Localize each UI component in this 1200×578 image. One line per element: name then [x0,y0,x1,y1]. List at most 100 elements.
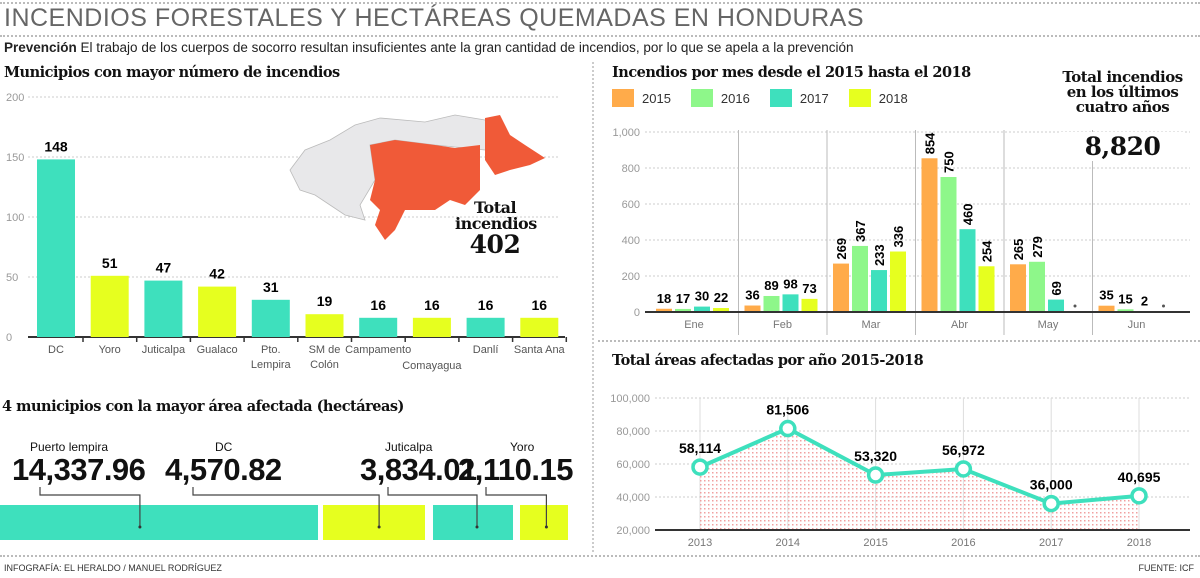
x-tick-label: Feb [773,319,792,331]
connector-line [485,487,548,527]
data-point [1130,487,1148,505]
data-label: 16 [424,297,440,313]
areas-line-chart: 20,000 40,000 60,000 80,000 100,000 2013 2014 2… [610,393,1190,549]
data-label: 750 [942,151,957,173]
data-label: 279 [1030,236,1045,258]
data-point [779,419,797,438]
bar [359,317,398,337]
bar-2016 [940,177,957,312]
bar-2016 [1117,309,1134,312]
x-tick-label: Pto. [261,344,281,356]
data-label: 73 [802,281,816,296]
bar [198,286,237,337]
y-tick-label: 1,000 [612,127,640,139]
municipio-name: Puerto lempira [30,440,109,454]
map-orange-region-east [485,115,545,175]
bar-2016 [852,245,868,312]
municipios-bar-chart: 0 50 100 150 200 148 DC 51 Yoro 47 Juticalpa 42 Gual… [6,92,568,372]
data-label: 269 [834,238,849,260]
data-label: 69 [1049,281,1064,295]
x-tick-label: SM de [309,344,341,356]
x-tick-label: 2015 [863,537,887,549]
no-data-dot [1073,304,1077,308]
data-point [954,460,973,478]
municipio-name: DC [215,440,233,454]
data-label: 36,000 [1030,477,1073,493]
bar [144,280,183,337]
y-tick-label: 200 [6,92,24,104]
x-tick-label: 2016 [951,537,975,549]
y-tick-label: 100 [6,212,24,224]
divider [0,2,1200,4]
data-label: 15 [1118,291,1132,306]
y-tick-label: 0 [634,307,640,319]
data-label: 19 [317,293,333,309]
bar-2016 [675,308,691,312]
data-label: 30 [695,289,709,304]
divider [0,555,1200,557]
data-label: 35 [1099,288,1113,303]
bar [412,317,451,337]
data-label: 89 [764,278,778,293]
total-four-years-value: 8,820 [1060,132,1185,161]
legend-swatch [848,89,871,107]
legend-label: 2017 [799,90,829,106]
x-tick-label: Yoro [99,344,121,356]
connector-dot [544,525,548,529]
bar [520,317,559,337]
data-label: 367 [853,220,868,242]
data-label: 36 [745,288,759,303]
legend-item-2016: 2016 [690,89,750,107]
bar [466,317,505,337]
legend-swatch [769,89,792,107]
map-orange-region [370,140,480,240]
source: FUENTE: ICF [1138,563,1195,573]
bar-2015 [744,305,761,312]
map-total-label: Total incendios [455,198,537,233]
x-tick-label: 2017 [1039,537,1063,549]
x-tick-label: Lempira [251,359,292,371]
area-bar [433,505,513,540]
area-municipios-bars [0,487,568,540]
area-municipios-title: 4 municipios con la mayor área afectada … [2,398,404,415]
data-label: 56,972 [942,442,985,458]
bar-2018 [978,266,995,312]
municipios-chart-title: Municipios con mayor número de incendios [4,64,340,81]
data-label: 17 [676,291,690,306]
x-tick-label: 2014 [776,537,800,549]
bar [251,299,290,337]
legend-item-2017: 2017 [769,89,829,107]
data-label: 47 [156,260,172,276]
y-tick-label: 40,000 [616,492,650,504]
bar-2018 [713,308,729,312]
monthly-bar-chart: 0 200 400 600 800 1,000 Ene 18 17 30 22 Feb 36 89 98 73… [612,127,1190,335]
hectares-value: 2,110.15 [458,452,573,487]
legend-swatch [690,89,713,107]
legend-label: 2016 [720,90,750,106]
area-bar [0,505,318,540]
data-label: 854 [923,132,938,154]
y-tick-label: 80,000 [616,426,650,438]
bar-2017 [959,229,976,312]
bar-2015 [656,308,672,312]
connector-line [39,487,141,527]
areas-chart-title: Total áreas afectadas por año 2015-2018 [612,352,924,369]
honduras-map [289,114,545,240]
y-tick-label: 50 [6,272,18,284]
legend-label: 2018 [878,90,908,106]
bar-2018 [801,298,818,312]
bar-2017 [1048,299,1064,312]
y-tick-label: 600 [622,199,640,211]
x-tick-label: Mar [862,319,881,331]
data-label: 16 [478,297,494,313]
legend: 2015 2016 2017 2018 [612,89,908,107]
x-tick-label: Ene [684,319,704,331]
y-tick-label: 200 [622,271,640,283]
data-label: 265 [1011,239,1026,261]
data-label: 40,695 [1118,469,1161,485]
bar-2017 [782,294,799,312]
data-label: 98 [783,276,797,291]
y-tick-label: 100,000 [610,393,650,405]
y-tick-label: 20,000 [616,525,650,537]
